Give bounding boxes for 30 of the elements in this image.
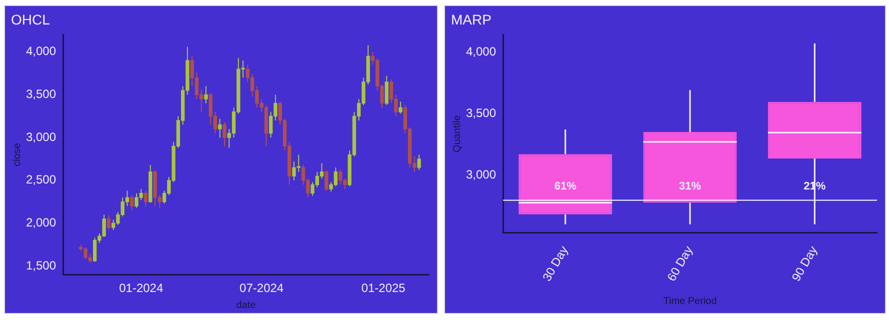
y-tick-label: 3,500 [466, 106, 496, 120]
candlestick [144, 190, 148, 207]
candlestick [324, 170, 328, 192]
candlestick [204, 86, 208, 104]
candlestick [384, 75, 388, 106]
y-tick-label: 3,500 [26, 87, 56, 102]
candlestick [222, 122, 226, 147]
x-axis-title: date [236, 300, 256, 311]
candlestick [417, 154, 421, 171]
y-tick-label: 3,000 [26, 130, 56, 144]
chart-title: MARP [451, 11, 492, 28]
y-tick-label: 3,000 [466, 167, 496, 182]
y-tick-label: 2,000 [26, 216, 56, 230]
candlestick [106, 215, 111, 230]
y-tick-label: 4,000 [26, 44, 56, 58]
annotation: 31% [679, 180, 702, 192]
x-tick-label: 01-2024 [119, 281, 164, 296]
x-tick-label: 01-2025 [361, 281, 406, 296]
annotation: 61% [554, 180, 577, 192]
y-tick-label: 1,500 [26, 258, 56, 272]
y-axis-title: Quantile [452, 114, 463, 152]
candlestick [130, 194, 134, 211]
candlestick [218, 118, 222, 138]
chart-title: OHCL [11, 11, 50, 28]
candlestick [398, 101, 402, 114]
y-axis-title: close [12, 142, 23, 166]
y-tick-label: 4,000 [466, 44, 496, 58]
x-tick-label: 07-2024 [240, 281, 284, 296]
x-axis-title: Time Period [663, 296, 717, 307]
y-tick-label: 2,500 [26, 172, 56, 187]
